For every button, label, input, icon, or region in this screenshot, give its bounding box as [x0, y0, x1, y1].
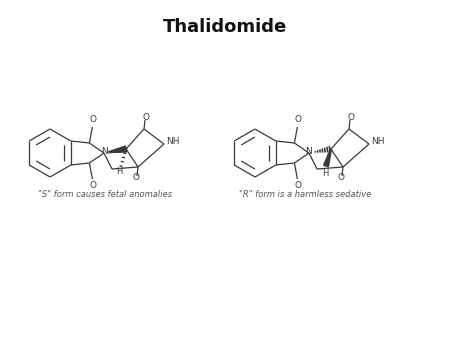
Text: "S" form causes fetal anomalies: "S" form causes fetal anomalies: [38, 190, 172, 199]
Text: O: O: [338, 173, 345, 183]
Text: NH: NH: [166, 138, 180, 146]
Text: NH: NH: [371, 138, 385, 146]
Text: O: O: [132, 173, 140, 183]
Polygon shape: [324, 149, 332, 167]
Text: O: O: [90, 116, 97, 124]
Text: H: H: [116, 168, 122, 176]
Text: O: O: [295, 182, 302, 191]
Text: O: O: [143, 114, 149, 122]
Text: O: O: [295, 116, 302, 124]
Text: Thalidomide: Thalidomide: [163, 18, 287, 36]
Text: O: O: [347, 114, 355, 122]
Text: N: N: [101, 147, 108, 156]
Polygon shape: [109, 146, 126, 152]
Text: H: H: [322, 169, 328, 177]
Text: O: O: [90, 182, 97, 191]
Text: "R" form is a harmless sedative: "R" form is a harmless sedative: [239, 190, 371, 199]
Text: N: N: [306, 147, 312, 156]
